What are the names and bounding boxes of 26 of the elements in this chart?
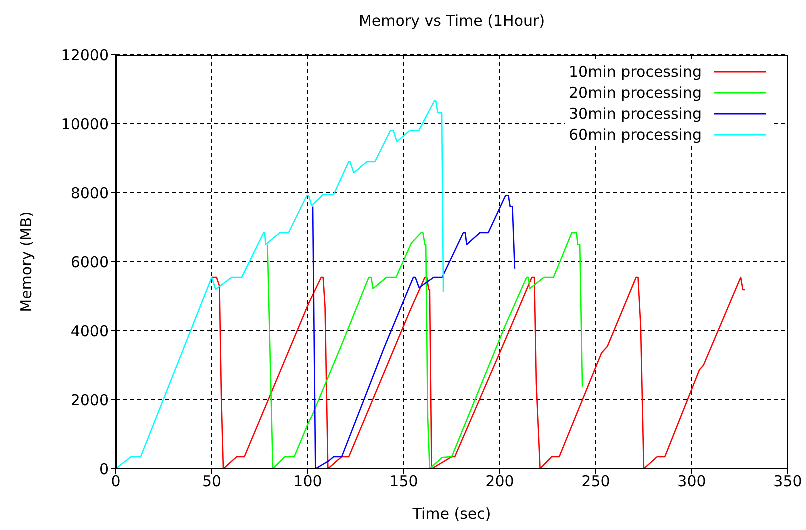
x-tick-label: 200 — [486, 472, 514, 491]
line-series — [312, 195, 516, 469]
legend-label: 60min processing — [569, 126, 702, 144]
y-tick-label: 2000 — [70, 391, 109, 410]
legend-label: 20min processing — [569, 84, 702, 102]
x-tick-label: 300 — [678, 472, 706, 491]
x-tick-label: 250 — [582, 472, 610, 491]
y-tick-label: 4000 — [70, 322, 109, 340]
x-tick-label: 150 — [390, 472, 418, 491]
x-tick-label: 100 — [294, 472, 322, 491]
legend-label: 10min processing — [569, 62, 702, 80]
line-series — [267, 232, 584, 469]
x-tick-label: 0 — [111, 472, 121, 491]
x-tick-label: 50 — [202, 472, 222, 491]
chart-title: Memory vs Time (1Hour) — [358, 12, 546, 30]
legend-label: 30min processing — [569, 104, 702, 122]
y-tick-label: 12000 — [61, 46, 109, 64]
y-tick-label: 6000 — [70, 253, 109, 272]
line-series — [116, 100, 444, 469]
y-tick-label: 10000 — [61, 115, 109, 134]
y-tick-label: 8000 — [70, 184, 109, 202]
x-tick-label: 350 — [774, 472, 802, 491]
x-axis-title: Time (sec) — [412, 505, 492, 523]
line-series — [211, 276, 746, 469]
y-axis-title: Memory (MB) — [17, 212, 36, 312]
y-tick-label: 0 — [99, 460, 109, 478]
